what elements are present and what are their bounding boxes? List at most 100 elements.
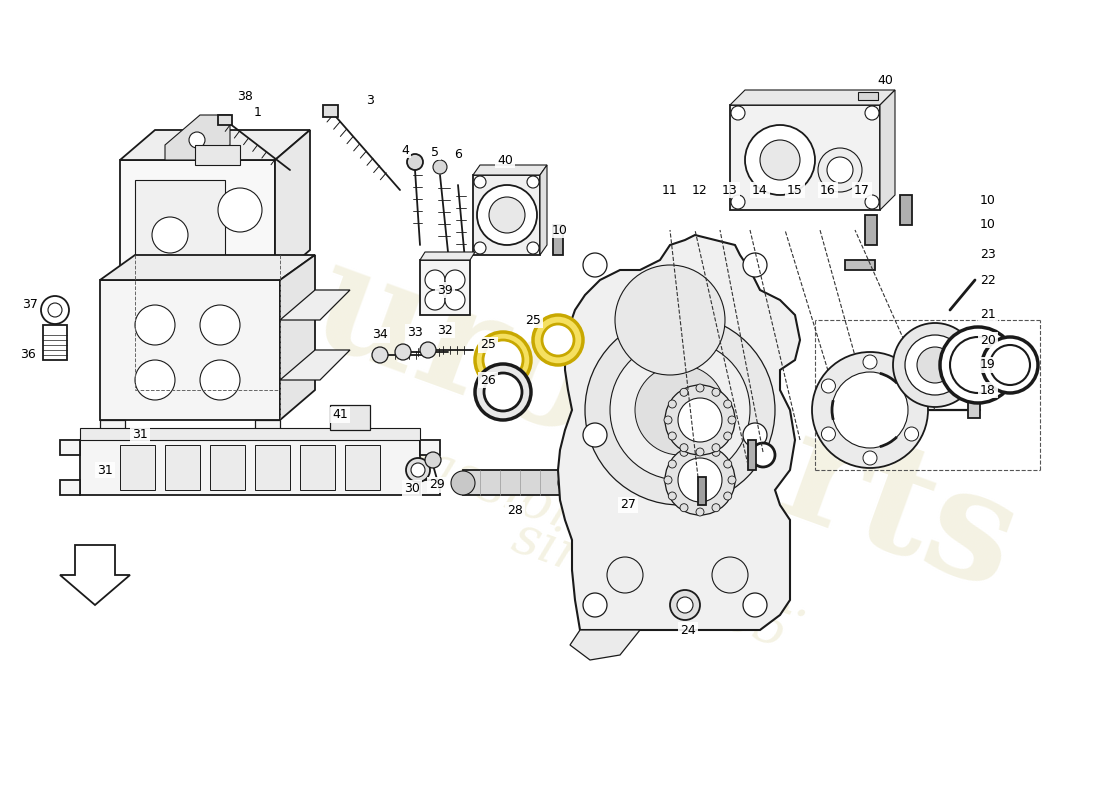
Circle shape xyxy=(484,373,522,411)
Circle shape xyxy=(200,305,240,345)
Polygon shape xyxy=(473,175,540,255)
Bar xyxy=(255,445,290,490)
Polygon shape xyxy=(880,90,895,210)
Circle shape xyxy=(742,253,767,277)
Text: 34: 34 xyxy=(372,329,388,342)
Circle shape xyxy=(135,360,175,400)
Polygon shape xyxy=(570,630,640,660)
Text: 3: 3 xyxy=(366,94,374,106)
Bar xyxy=(330,405,370,430)
Circle shape xyxy=(822,379,835,393)
Circle shape xyxy=(527,176,539,188)
Circle shape xyxy=(474,242,486,254)
Circle shape xyxy=(864,451,877,465)
Polygon shape xyxy=(420,260,470,315)
Polygon shape xyxy=(100,420,125,440)
Text: 29: 29 xyxy=(429,478,444,491)
Circle shape xyxy=(664,476,672,484)
Circle shape xyxy=(982,337,1038,393)
Text: 32: 32 xyxy=(437,323,453,337)
Circle shape xyxy=(832,372,908,448)
Circle shape xyxy=(905,335,965,395)
Circle shape xyxy=(534,315,583,365)
Circle shape xyxy=(724,492,732,500)
Text: 38: 38 xyxy=(238,90,253,103)
Circle shape xyxy=(864,355,877,369)
Text: 4: 4 xyxy=(402,143,409,157)
Circle shape xyxy=(135,305,175,345)
Circle shape xyxy=(822,427,835,441)
Circle shape xyxy=(583,423,607,447)
Circle shape xyxy=(446,270,465,290)
Bar xyxy=(120,445,155,490)
Circle shape xyxy=(425,270,446,290)
Circle shape xyxy=(724,400,732,408)
Circle shape xyxy=(676,597,693,613)
Bar xyxy=(218,115,232,125)
Circle shape xyxy=(558,471,582,495)
Polygon shape xyxy=(473,165,547,175)
Text: 33: 33 xyxy=(407,326,422,338)
Circle shape xyxy=(812,352,928,468)
Circle shape xyxy=(728,476,736,484)
Text: 15: 15 xyxy=(788,183,803,197)
Text: 27: 27 xyxy=(620,498,636,511)
Circle shape xyxy=(475,332,531,388)
Text: 22: 22 xyxy=(980,274,996,286)
Circle shape xyxy=(904,379,918,393)
Bar xyxy=(165,445,200,490)
Circle shape xyxy=(760,140,800,180)
Polygon shape xyxy=(280,350,350,380)
Circle shape xyxy=(585,315,776,505)
Bar xyxy=(748,440,756,470)
Circle shape xyxy=(420,342,436,358)
Text: 23: 23 xyxy=(980,249,996,262)
Circle shape xyxy=(583,253,607,277)
Polygon shape xyxy=(275,130,310,280)
Text: 20: 20 xyxy=(980,334,996,346)
Circle shape xyxy=(728,416,736,424)
Polygon shape xyxy=(80,428,420,440)
Circle shape xyxy=(712,388,720,396)
Polygon shape xyxy=(60,545,130,605)
Text: 28: 28 xyxy=(507,503,522,517)
Text: 31: 31 xyxy=(132,429,147,442)
Circle shape xyxy=(542,324,574,356)
Polygon shape xyxy=(558,235,800,630)
Polygon shape xyxy=(420,480,440,495)
Polygon shape xyxy=(120,160,275,280)
Circle shape xyxy=(474,176,486,188)
Text: 12: 12 xyxy=(692,183,708,197)
Circle shape xyxy=(621,465,648,491)
Circle shape xyxy=(48,303,62,317)
Bar xyxy=(858,92,878,100)
Circle shape xyxy=(490,197,525,233)
Bar xyxy=(210,445,245,490)
Text: 19: 19 xyxy=(980,358,996,371)
Bar xyxy=(43,325,67,360)
Circle shape xyxy=(527,242,539,254)
Circle shape xyxy=(680,444,688,452)
Text: since 1985: since 1985 xyxy=(505,511,794,658)
Polygon shape xyxy=(730,90,895,105)
Circle shape xyxy=(678,458,722,502)
Text: 5: 5 xyxy=(431,146,439,158)
Circle shape xyxy=(433,160,447,174)
Polygon shape xyxy=(420,440,440,455)
Polygon shape xyxy=(80,440,420,495)
Circle shape xyxy=(592,462,628,498)
Circle shape xyxy=(41,296,69,324)
Circle shape xyxy=(610,340,750,480)
Circle shape xyxy=(865,106,879,120)
Text: 40: 40 xyxy=(877,74,893,86)
Bar xyxy=(865,215,877,245)
Polygon shape xyxy=(280,290,350,320)
Bar xyxy=(195,145,240,165)
Text: a passion for life...: a passion for life... xyxy=(339,411,822,629)
Circle shape xyxy=(664,416,672,424)
Circle shape xyxy=(669,400,676,408)
Polygon shape xyxy=(255,420,280,440)
Polygon shape xyxy=(730,105,880,210)
Circle shape xyxy=(372,347,388,363)
Text: 31: 31 xyxy=(97,463,113,477)
